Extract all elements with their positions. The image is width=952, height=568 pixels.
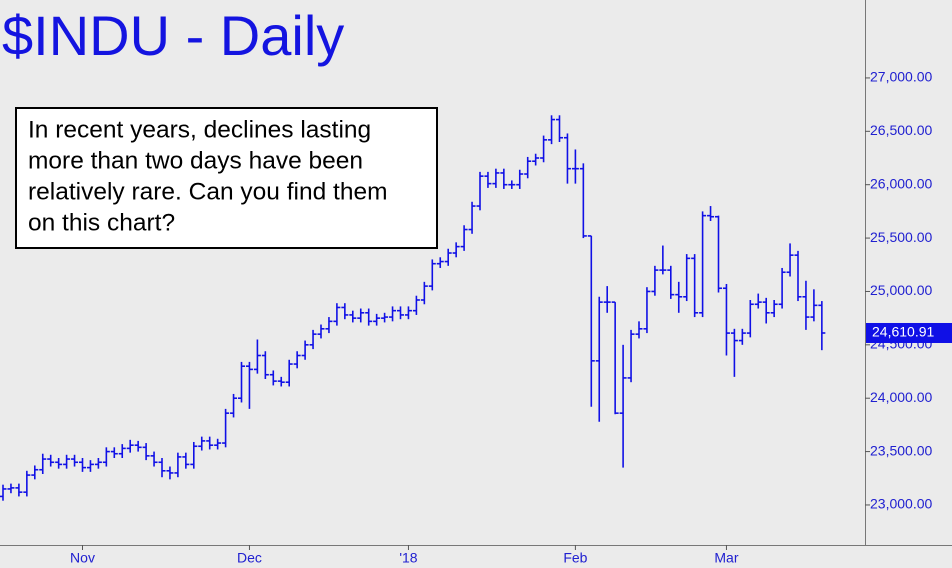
x-tick-label: Nov (70, 550, 95, 566)
annotation: In recent years, declines lasting (28, 116, 371, 143)
y-tick-label: 23,500.00 (870, 442, 932, 458)
annotation: more than two days have been (28, 147, 363, 174)
x-tick-label: Feb (563, 550, 587, 566)
y-tick-label: 26,500.00 (870, 122, 932, 138)
y-tick-label: 25,000.00 (870, 282, 932, 298)
last-price-box (866, 322, 952, 343)
y-tick-label: 25,500.00 (870, 229, 932, 245)
chart-title: $INDU - Daily (2, 4, 344, 67)
y-tick-label: 24,000.00 (870, 389, 932, 405)
y-tick-label: 27,000.00 (870, 69, 932, 85)
y-tick-label: 23,000.00 (870, 496, 932, 512)
x-tick-label: Dec (237, 550, 262, 566)
last-price-label: 24,610.91 (872, 324, 934, 340)
annotation: on this chart? (28, 209, 175, 236)
x-tick-label: Mar (714, 550, 738, 566)
x-tick-label: '18 (399, 550, 417, 566)
annotation: relatively rare. Can you find them (28, 178, 388, 205)
annotation-box (15, 107, 438, 249)
y-tick-label: 26,000.00 (870, 175, 932, 191)
